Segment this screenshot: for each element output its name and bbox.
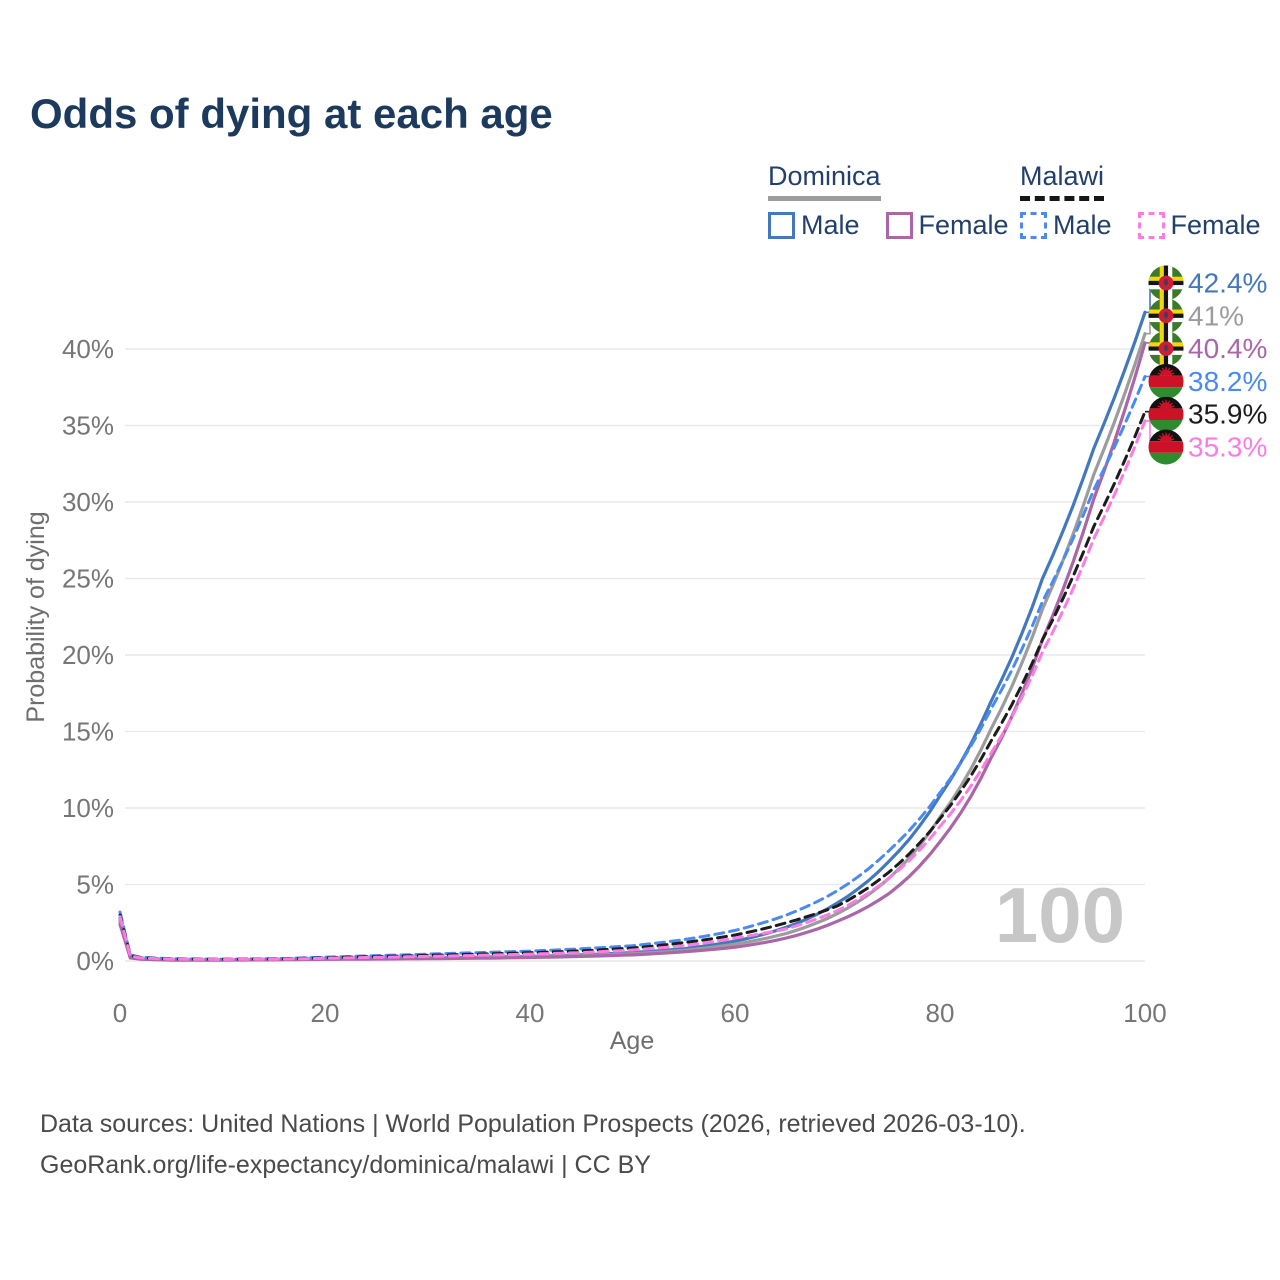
x-tick-label: 0 — [113, 998, 127, 1028]
legend-swatch — [1137, 211, 1165, 239]
malawi-flag-icon — [1148, 429, 1184, 465]
end-value-label-malawi: 35.9% — [1188, 399, 1267, 430]
dominica-flag-icon — [1148, 331, 1184, 367]
page-title: Odds of dying at each age — [30, 90, 553, 137]
x-tick-label: 60 — [721, 998, 750, 1028]
y-tick-label: 10% — [62, 793, 114, 823]
malawi-flag-icon — [1148, 396, 1184, 432]
legend-country-malawi[interactable]: Malawi — [1020, 161, 1105, 201]
end-value-label-dominica-male: 42.4% — [1188, 268, 1267, 299]
y-tick-label: 0% — [76, 946, 114, 976]
legend-item-dominica-male[interactable]: Male — [768, 210, 860, 241]
data-sources-text: Data sources: United Nations | World Pop… — [40, 1110, 1026, 1138]
legend-item-label: Male — [801, 209, 860, 240]
legend-swatch — [885, 211, 913, 239]
y-tick-label: 5% — [76, 870, 114, 900]
plot-layer — [118, 282, 1156, 962]
end-value-label-dominica-female: 40.4% — [1188, 333, 1267, 364]
x-tick-label: 20 — [311, 998, 340, 1028]
series-line-dominica[interactable] — [118, 332, 1147, 962]
legend-item-dominica-female[interactable]: Female — [885, 209, 1009, 241]
legend: Dominica Male Female Malawi Male Female — [0, 0, 1280, 250]
legend-group-dominica: Dominica Male Female — [768, 161, 1009, 241]
age-watermark: 100 — [995, 871, 1125, 959]
footer: Data sources: United Nations | World Pop… — [40, 1104, 1240, 1186]
series-line-malawi-male[interactable] — [118, 375, 1147, 961]
chart: 0% 5% 10% 15% 20% 25% 30% 35% 40% 0 20 40 60 80 100 10… — [22, 265, 1267, 1055]
series-line-malawi-female[interactable] — [118, 419, 1147, 962]
y-tick-label: 20% — [62, 640, 114, 670]
y-tick-label: 15% — [62, 717, 114, 747]
y-tick-label: 35% — [62, 411, 114, 441]
x-axis-title: Age — [610, 1027, 654, 1055]
y-axis-title: Probability of dying — [22, 511, 50, 722]
x-tick-label: 80 — [926, 998, 955, 1028]
legend-group-malawi: Malawi Male Female — [1020, 161, 1261, 241]
legend-item-malawi-female[interactable]: Female — [1137, 209, 1261, 241]
legend-item-malawi-male[interactable]: Male — [1020, 210, 1112, 241]
legend-item-label: Female — [1170, 209, 1261, 240]
end-value-label-malawi-male: 38.2% — [1188, 366, 1267, 397]
end-value-label-dominica: 41% — [1188, 300, 1244, 331]
legend-swatch — [768, 211, 795, 239]
y-tick-label: 25% — [62, 564, 114, 594]
grid-layer: 0% 5% 10% 15% 20% 25% 30% 35% 40% 0 20 40 60 80 100 — [62, 334, 1167, 1028]
legend-items: Male Female — [768, 210, 1009, 241]
dominica-flag-icon — [1148, 265, 1184, 301]
legend-country-dominica[interactable]: Dominica — [768, 161, 881, 201]
y-tick-label: 30% — [62, 487, 114, 517]
legend-item-label: Male — [1053, 209, 1112, 240]
legend-items: Male Female — [1020, 210, 1261, 241]
legend-swatch — [1020, 211, 1047, 239]
series-line-malawi[interactable] — [118, 410, 1147, 961]
series-line-dominica-male[interactable] — [118, 310, 1147, 962]
x-tick-label: 40 — [516, 998, 545, 1028]
y-tick-label: 40% — [62, 334, 114, 364]
malawi-flag-icon — [1148, 363, 1184, 399]
dominica-flag-icon — [1148, 298, 1184, 334]
end-label-layer: 42.4%41%40.4%38.2%35.9%35.3% — [1148, 265, 1267, 465]
x-tick-label: 100 — [1123, 998, 1166, 1028]
legend-item-label: Female — [918, 209, 1009, 240]
attribution-text: GeoRank.org/life-expectancy/dominica/mal… — [40, 1151, 651, 1179]
series-line-dominica-female[interactable] — [118, 341, 1147, 962]
end-value-label-malawi-female: 35.3% — [1188, 432, 1267, 463]
